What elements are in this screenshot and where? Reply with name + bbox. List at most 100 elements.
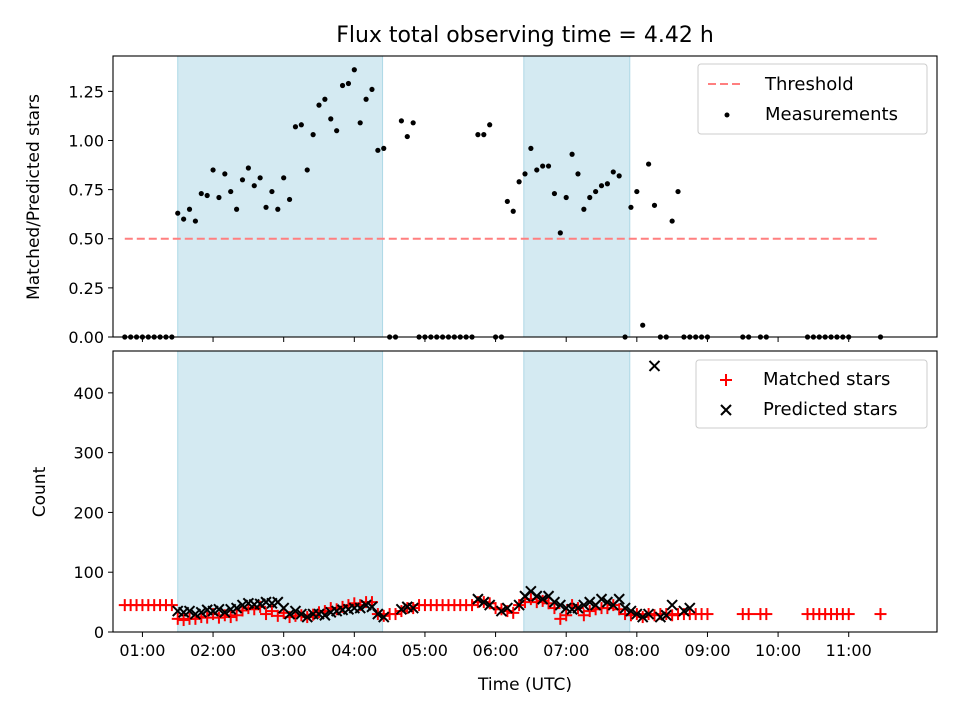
- matched-star-point: [395, 605, 408, 618]
- y-tick-label: 100: [73, 563, 104, 582]
- measurement-point: [634, 188, 640, 195]
- top-axes-frame: [112, 55, 938, 338]
- shaded-interval-2: [523, 55, 631, 338]
- legend-predicted-swatch: [720, 404, 732, 416]
- bottom-legend-box: [695, 359, 928, 429]
- x-tick-label: 10:00: [755, 641, 801, 660]
- bottom-axes-frame: [112, 350, 938, 633]
- matched-star-point: [466, 599, 479, 612]
- predicted-star-point: [295, 608, 308, 620]
- measurement-point: [210, 167, 216, 173]
- predicted-star-point: [536, 593, 549, 605]
- predicted-star-point: [601, 596, 614, 608]
- legend-matched-swatch: [720, 374, 732, 386]
- matched-star-point: [165, 599, 178, 612]
- predicted-star-point: [213, 603, 225, 615]
- x-tick-label: 09:00: [684, 641, 730, 660]
- predicted-star-point: [319, 609, 331, 621]
- bottom-y-axis-label: Count: [30, 466, 50, 517]
- predicted-star-point: [195, 606, 207, 618]
- measurement-point: [516, 179, 522, 185]
- measurement-point: [357, 120, 363, 126]
- predicted-stars-points: [172, 360, 696, 623]
- measurement-point: [181, 216, 187, 222]
- measurement-point: [351, 67, 357, 73]
- measurement-point: [286, 196, 293, 203]
- matched-star-point: [742, 608, 755, 621]
- x-tick-label: 05:00: [402, 641, 448, 660]
- measurement-point: [575, 171, 581, 177]
- matched-star-point: [560, 609, 573, 622]
- predicted-star-point: [648, 360, 661, 372]
- predicted-star-point: [372, 608, 384, 620]
- shaded-interval-2: [523, 350, 631, 633]
- x-tick-label: 02:00: [190, 641, 236, 660]
- chart-title: Flux total observing time = 4.42 h: [336, 23, 714, 48]
- predicted-star-point: [613, 593, 625, 605]
- y-tick-label: 0.50: [68, 230, 104, 249]
- measurement-point: [375, 147, 381, 153]
- measurement-point: [216, 194, 222, 201]
- measurement-point: [339, 82, 346, 89]
- matched-star-point: [874, 608, 887, 621]
- predicted-star-point: [631, 608, 643, 620]
- measurement-point: [275, 206, 281, 212]
- measurement-point: [616, 173, 622, 179]
- x-tick-label: 08:00: [614, 641, 660, 660]
- measurement-point: [298, 122, 304, 128]
- measurement-point: [239, 177, 246, 183]
- measurement-point: [345, 80, 352, 87]
- x-tick-label: 03:00: [261, 641, 307, 660]
- measurement-point: [610, 169, 616, 175]
- measurement-point: [369, 86, 375, 93]
- measurement-point: [487, 122, 493, 128]
- predicted-star-point: [666, 599, 678, 611]
- measurement-point: [604, 181, 611, 187]
- measurement-point: [292, 124, 299, 130]
- matched-star-point: [224, 611, 237, 624]
- y-tick-label: 0.75: [68, 181, 104, 200]
- y-tick-label: 0.00: [68, 328, 104, 347]
- matched-star-point: [389, 608, 402, 621]
- measurement-point: [510, 208, 516, 214]
- predicted-star-point: [378, 611, 390, 623]
- predicted-star-point: [230, 602, 243, 614]
- measurement-point: [234, 206, 240, 212]
- measurement-point: [198, 190, 204, 197]
- measurement-point: [263, 204, 269, 210]
- top-y-ticks: 0.00 0.25 0.50 0.75 1.00 1.25: [68, 82, 113, 347]
- matched-star-point: [583, 605, 596, 618]
- x-tick-label: 01:00: [119, 641, 165, 660]
- predicted-star-point: [501, 602, 514, 614]
- measurement-point: [551, 190, 558, 197]
- measurement-point: [186, 206, 193, 212]
- measurement-point: [410, 120, 416, 126]
- bottom-legend: Matched stars Predicted stars: [695, 359, 928, 429]
- x-tick-label: 06:00: [473, 641, 519, 660]
- matched-star-point: [760, 608, 773, 621]
- matched-star-point: [666, 609, 679, 622]
- measurement-point: [251, 183, 257, 189]
- matched-star-point: [212, 611, 225, 624]
- predicted-star-point: [637, 611, 649, 623]
- predicted-star-point: [478, 596, 490, 608]
- legend-threshold-label: Threshold: [764, 74, 854, 95]
- measurement-point: [540, 163, 546, 169]
- measurement-point: [381, 145, 387, 151]
- measurement-point: [504, 198, 510, 205]
- measurement-point: [640, 322, 646, 328]
- predicted-star-point: [619, 602, 631, 614]
- y-tick-label: 400: [73, 384, 104, 403]
- measurement-point: [245, 165, 251, 171]
- top-x-ticks: [141, 337, 850, 342]
- predicted-star-point: [554, 599, 567, 611]
- measurement-point: [581, 206, 587, 212]
- measurement-point: [534, 167, 540, 173]
- matched-star-point: [177, 614, 190, 627]
- measurement-point: [587, 194, 593, 201]
- x-tick-label: 04:00: [331, 641, 377, 660]
- measurement-point: [304, 167, 310, 173]
- measurement-point: [481, 132, 487, 138]
- predicted-star-point: [531, 590, 543, 602]
